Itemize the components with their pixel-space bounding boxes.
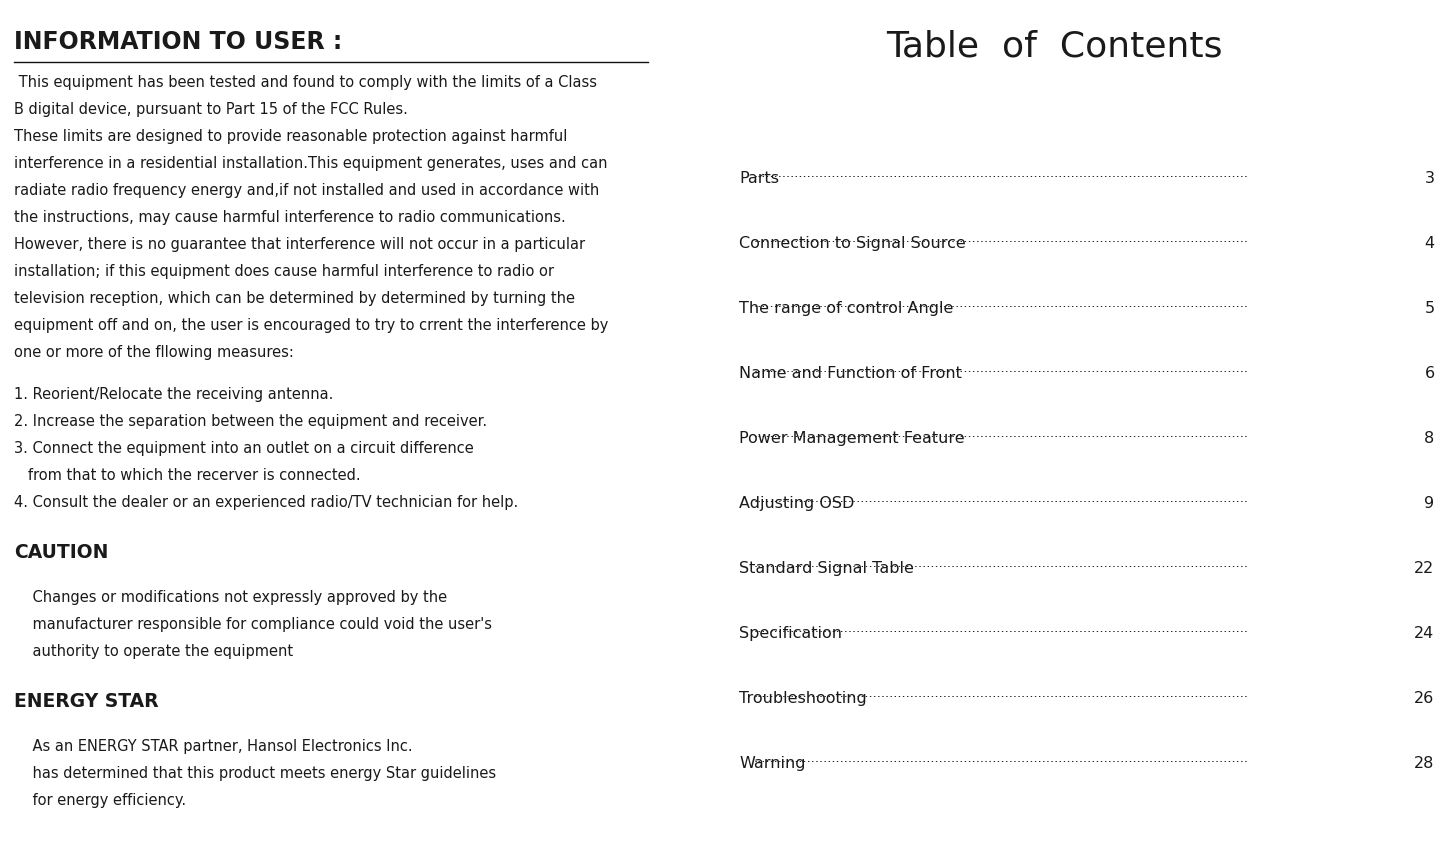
Text: television reception, which can be determined by determined by turning the: television reception, which can be deter…	[14, 291, 575, 306]
Text: 4: 4	[1424, 236, 1435, 251]
Text: Changes or modifications not expressly approved by the: Changes or modifications not expressly a…	[14, 590, 448, 605]
Text: Connection to Signal Source: Connection to Signal Source	[739, 236, 965, 251]
Text: from that to which the recerver is connected.: from that to which the recerver is conne…	[14, 468, 361, 483]
Text: ················································································: ········································…	[753, 171, 1249, 184]
Text: INFORMATION TO USER :: INFORMATION TO USER :	[14, 30, 343, 54]
Text: As an ENERGY STAR partner, Hansol Electronics Inc.: As an ENERGY STAR partner, Hansol Electr…	[14, 739, 413, 754]
Text: This equipment has been tested and found to comply with the limits of a Class: This equipment has been tested and found…	[14, 75, 597, 91]
Text: Parts: Parts	[739, 171, 780, 186]
Text: 6: 6	[1424, 366, 1435, 381]
Text: ················································································: ········································…	[753, 626, 1249, 639]
Text: 9: 9	[1424, 496, 1435, 511]
Text: one or more of the fllowing measures:: one or more of the fllowing measures:	[14, 345, 294, 360]
Text: B digital device, pursuant to Part 15 of the FCC Rules.: B digital device, pursuant to Part 15 of…	[14, 103, 409, 117]
Text: Power Management Feature: Power Management Feature	[739, 431, 965, 446]
Text: for energy efficiency.: for energy efficiency.	[14, 793, 187, 808]
Text: 3: 3	[1424, 171, 1435, 186]
Text: radiate radio frequency energy and,if not installed and used in accordance with: radiate radio frequency energy and,if no…	[14, 183, 600, 198]
Text: ················································································: ········································…	[753, 561, 1249, 574]
Text: installation; if this equipment does cause harmful interference to radio or: installation; if this equipment does cau…	[14, 263, 555, 279]
Text: equipment off and on, the user is encouraged to try to crrent the interference b: equipment off and on, the user is encour…	[14, 317, 609, 333]
Text: Name and Function of Front: Name and Function of Front	[739, 366, 962, 381]
Text: 1. Reorient/Relocate the receiving antenna.: 1. Reorient/Relocate the receiving anten…	[14, 386, 333, 402]
Text: 5: 5	[1424, 301, 1435, 316]
Text: Specification: Specification	[739, 626, 842, 641]
Text: 24: 24	[1414, 626, 1435, 641]
Text: The range of control Angle: The range of control Angle	[739, 301, 953, 316]
Text: Warning: Warning	[739, 756, 806, 771]
Text: CAUTION: CAUTION	[14, 543, 109, 562]
Text: These limits are designed to provide reasonable protection against harmful: These limits are designed to provide rea…	[14, 129, 568, 144]
Text: Table  of  Contents: Table of Contents	[885, 30, 1223, 64]
Text: ················································································: ········································…	[753, 431, 1249, 444]
Text: manufacturer responsible for compliance could void the user's: manufacturer responsible for compliance …	[14, 616, 493, 632]
Text: 4. Consult the dealer or an experienced radio/TV technician for help.: 4. Consult the dealer or an experienced …	[14, 494, 519, 510]
Text: However, there is no guarantee that interference will not occur in a particular: However, there is no guarantee that inte…	[14, 237, 585, 252]
Text: Adjusting OSD: Adjusting OSD	[739, 496, 855, 511]
Text: Standard Signal Table: Standard Signal Table	[739, 561, 914, 576]
Text: 22: 22	[1414, 561, 1435, 576]
Text: ENERGY STAR: ENERGY STAR	[14, 692, 159, 711]
Text: authority to operate the equipment: authority to operate the equipment	[14, 644, 294, 659]
Text: 2. Increase the separation between the equipment and receiver.: 2. Increase the separation between the e…	[14, 414, 488, 429]
Text: 3. Connect the equipment into an outlet on a circuit difference: 3. Connect the equipment into an outlet …	[14, 441, 474, 456]
Text: 26: 26	[1414, 691, 1435, 706]
Text: 8: 8	[1424, 431, 1435, 446]
Text: ················································································: ········································…	[753, 236, 1249, 249]
Text: ················································································: ········································…	[753, 691, 1249, 704]
Text: ················································································: ········································…	[753, 301, 1249, 314]
Text: has determined that this product meets energy Star guidelines: has determined that this product meets e…	[14, 766, 497, 781]
Text: ················································································: ········································…	[753, 496, 1249, 509]
Text: the instructions, may cause harmful interference to radio communications.: the instructions, may cause harmful inte…	[14, 210, 567, 225]
Text: Troubleshooting: Troubleshooting	[739, 691, 867, 706]
Text: ················································································: ········································…	[753, 366, 1249, 379]
Text: 28: 28	[1414, 756, 1435, 771]
Text: ················································································: ········································…	[753, 756, 1249, 769]
Text: interference in a residential installation.This equipment generates, uses and ca: interference in a residential installati…	[14, 156, 609, 171]
